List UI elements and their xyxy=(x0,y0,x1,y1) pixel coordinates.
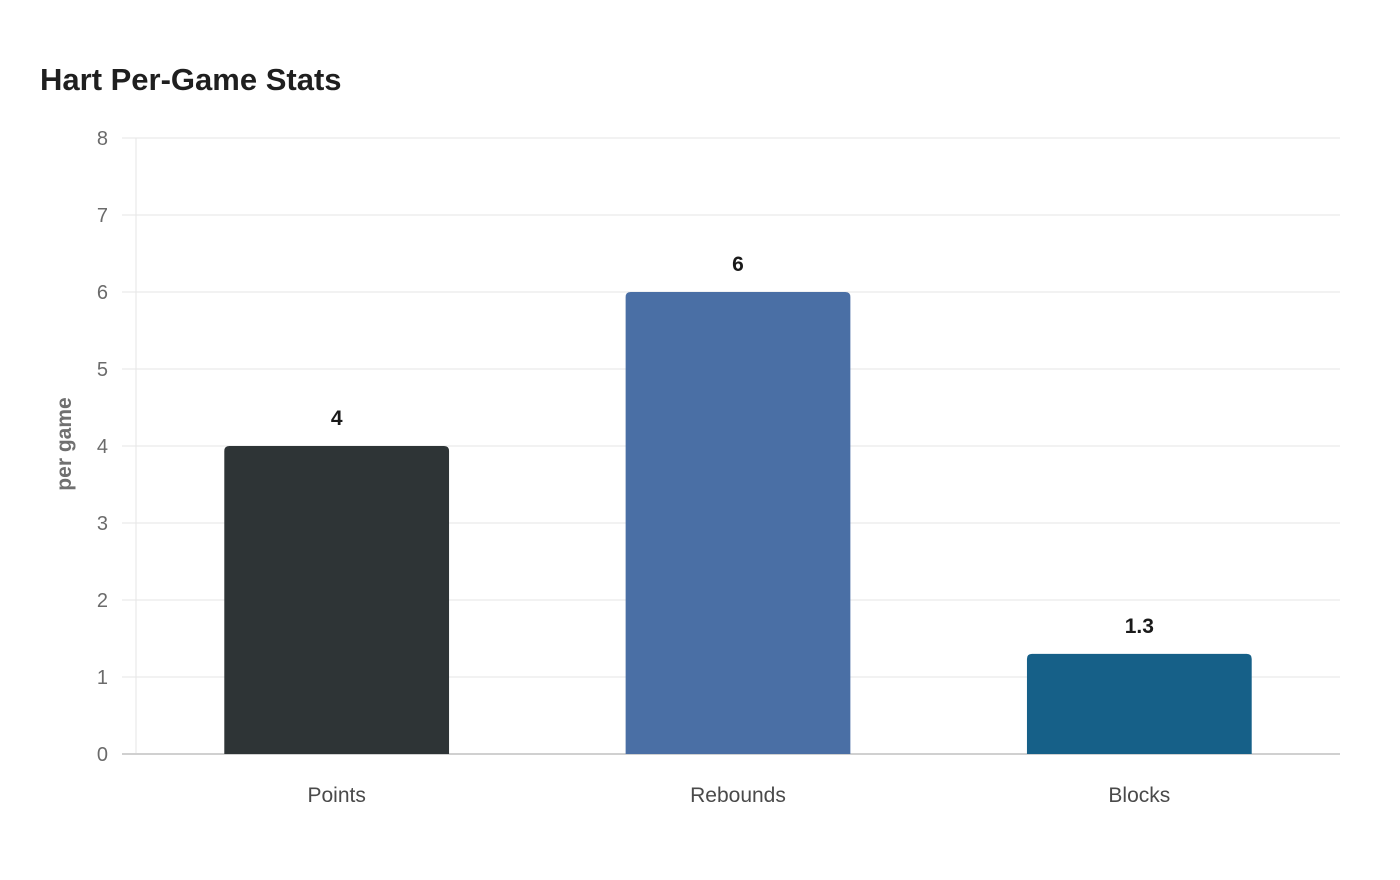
y-tick-label: 7 xyxy=(97,205,108,227)
y-tick-labels: 0 1 2 3 4 5 6 7 8 xyxy=(97,128,108,766)
y-tick-label: 4 xyxy=(97,436,108,458)
bar-rebounds xyxy=(625,292,851,754)
y-tick-label: 0 xyxy=(97,744,108,766)
chart-title: Hart Per-Game Stats xyxy=(40,62,342,97)
data-label-rebounds: 6 xyxy=(732,253,744,276)
y-tick-label: 2 xyxy=(97,590,108,612)
y-tick-label: 1 xyxy=(97,667,108,689)
y-tick-label: 6 xyxy=(97,282,108,304)
x-tick-label-points: Points xyxy=(307,784,365,807)
bar-blocks xyxy=(1026,653,1252,754)
y-tick-label: 3 xyxy=(97,513,108,535)
y-axis-label: per game xyxy=(53,397,76,490)
x-tick-label-rebounds: Rebounds xyxy=(690,784,786,807)
bar-points xyxy=(224,446,450,754)
data-labels: 461.3 xyxy=(331,253,1154,638)
x-tick-label-blocks: Blocks xyxy=(1108,784,1170,807)
x-tick-labels: Points Rebounds Blocks xyxy=(307,784,1170,807)
bars xyxy=(224,292,1252,754)
y-tick-label: 8 xyxy=(97,128,108,150)
data-label-blocks: 1.3 xyxy=(1125,615,1154,638)
y-tick-label: 5 xyxy=(97,359,108,381)
data-label-points: 4 xyxy=(331,407,343,430)
